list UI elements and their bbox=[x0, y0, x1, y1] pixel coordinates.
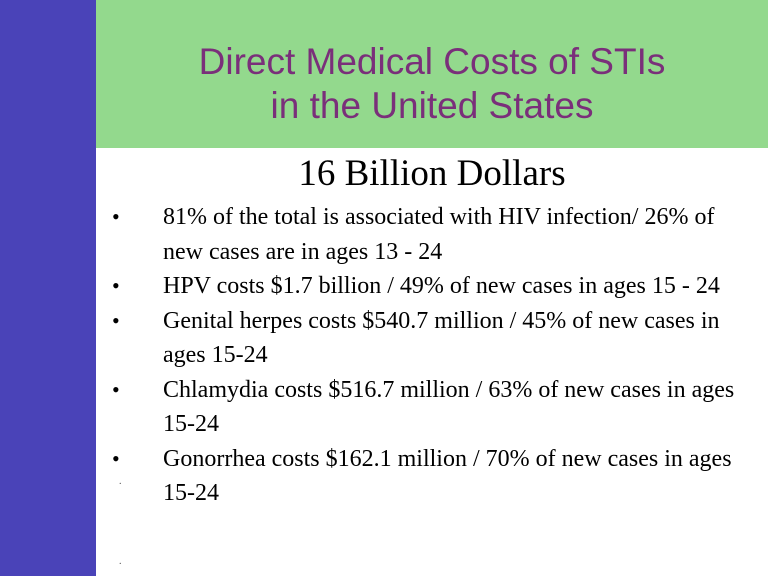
bullet-text: Genital herpes costs $540.7 million / 45… bbox=[163, 307, 720, 369]
bullet-item: • 81% of the total is associated with HI… bbox=[108, 200, 756, 269]
bullet-list: • 81% of the total is associated with HI… bbox=[108, 200, 756, 511]
bullet-text: HPV costs $1.7 billion / 49% of new case… bbox=[163, 273, 720, 299]
slide-sidebar bbox=[0, 0, 96, 576]
stray-mark: . bbox=[119, 556, 122, 567]
bullet-icon: • bbox=[112, 307, 120, 333]
slide-title-line-1: Direct Medical Costs of STIs bbox=[198, 41, 666, 82]
bullet-icon: • bbox=[112, 445, 120, 471]
bullet-item: • Gonorrhea costs $162.1 million / 70% o… bbox=[108, 442, 756, 511]
bullet-item: • HPV costs $1.7 billion / 49% of new ca… bbox=[108, 269, 756, 304]
bullet-text: Gonorrhea costs $162.1 million / 70% of … bbox=[163, 445, 732, 507]
slide-title-line-2: in the United States bbox=[270, 85, 594, 126]
bullet-icon: • bbox=[112, 204, 120, 229]
bullet-text: Chlamydia costs $516.7 million / 63% of … bbox=[163, 376, 735, 438]
bullet-icon: • bbox=[112, 273, 120, 298]
stray-mark: . bbox=[119, 476, 122, 487]
bullet-item: • Genital herpes costs $540.7 million / … bbox=[108, 304, 756, 373]
bullet-text: 81% of the total is associated with HIV … bbox=[163, 204, 715, 265]
slide-subtitle: 16 Billion Dollars bbox=[298, 153, 566, 194]
title-band bbox=[96, 0, 768, 148]
bullet-icon: • bbox=[112, 376, 120, 402]
slide-title: Direct Medical Costs of STIs in the Unit… bbox=[96, 40, 768, 128]
bullet-item: • Chlamydia costs $516.7 million / 63% o… bbox=[108, 373, 756, 442]
